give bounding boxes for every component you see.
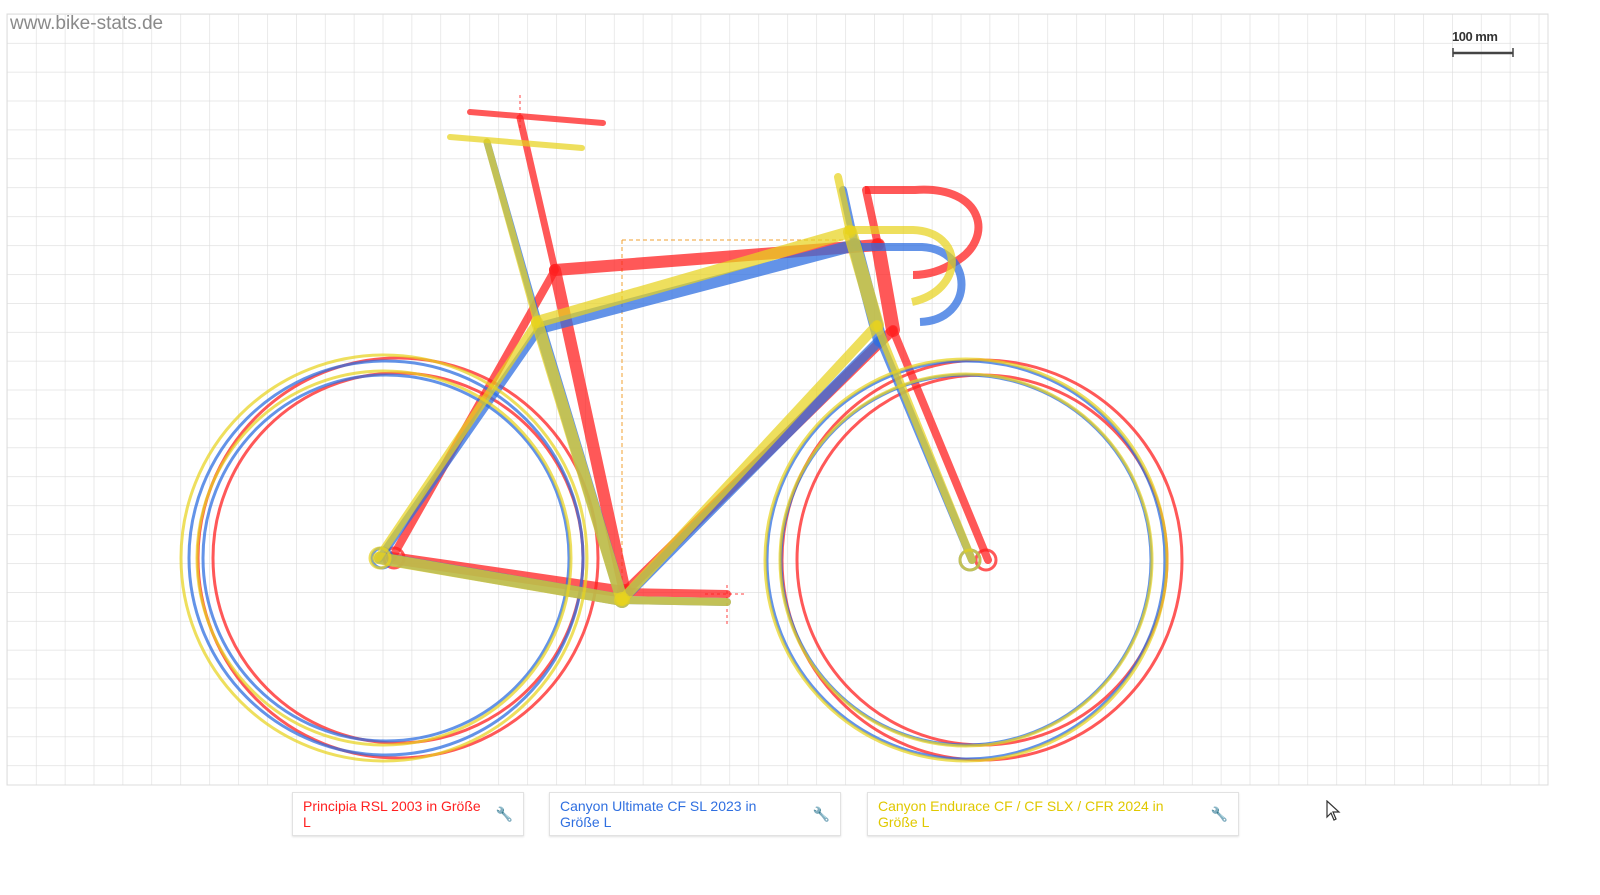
endurace-seatstay: [374, 318, 541, 562]
ultimate-rear-tire: [187, 359, 585, 757]
principia-head-tube: [871, 238, 900, 337]
endurace-steerer: [834, 173, 854, 236]
endurace-front-axle: [958, 548, 982, 572]
endurace-top-tube: [531, 226, 856, 328]
grid: [6, 13, 1549, 786]
endurace-rear-axle: [368, 546, 392, 570]
legend-bike-endurace[interactable]: Canyon Endurace CF / CF SLX / CFR 2024 i…: [867, 792, 1239, 836]
legend-bike-ultimate[interactable]: Canyon Ultimate CF SL 2023 in Größe L 🔧: [549, 792, 841, 836]
endurace-rear-rim: [195, 369, 573, 747]
ultimate-rear-rim: [201, 373, 571, 743]
endurace-saddle: [447, 134, 585, 151]
legend-label: Principia RSL 2003 in Größe L: [303, 798, 481, 830]
legend-label: Canyon Ultimate CF SL 2023 in Größe L: [560, 798, 757, 830]
endurace-head-tube: [843, 225, 884, 332]
ultimate-front-tire: [765, 359, 1167, 761]
endurace-seat-tube: [531, 316, 628, 606]
scale-label: 100 mm: [1452, 29, 1498, 44]
endurace-crank: [618, 596, 731, 606]
wrench-icon[interactable]: 🔧: [812, 805, 830, 822]
watermark: www.bike-stats.de: [10, 13, 164, 34]
principia-crank: [621, 588, 731, 598]
scale-bar: [1452, 48, 1514, 57]
endurace-front-rim: [778, 372, 1154, 748]
endurace-chainstay: [372, 552, 628, 606]
endurace-bottom-bracket: [614, 592, 630, 608]
wrench-icon[interactable]: 🔧: [1210, 805, 1228, 822]
endurace-down-tube: [617, 320, 882, 605]
principia-handlebar: [865, 185, 983, 279]
mouse-cursor-icon: [1326, 800, 1341, 821]
wrench-icon[interactable]: 🔧: [495, 805, 513, 822]
endurace-rear-tire: [179, 353, 589, 763]
ultimate-handlebar: [855, 243, 966, 326]
principia-saddle: [467, 109, 606, 126]
endurace-fork: [873, 321, 976, 564]
ultimate-top-tube: [534, 239, 861, 334]
legend-bike-principia[interactable]: Principia RSL 2003 in Größe L 🔧: [292, 792, 524, 836]
principia-steerer: [862, 186, 882, 249]
endurace-front-tire: [763, 357, 1169, 763]
endurace-handlebar: [845, 226, 956, 306]
endurace-seatpost: [483, 138, 541, 326]
legend-label: Canyon Endurace CF / CF SLX / CFR 2024 i…: [878, 798, 1164, 830]
